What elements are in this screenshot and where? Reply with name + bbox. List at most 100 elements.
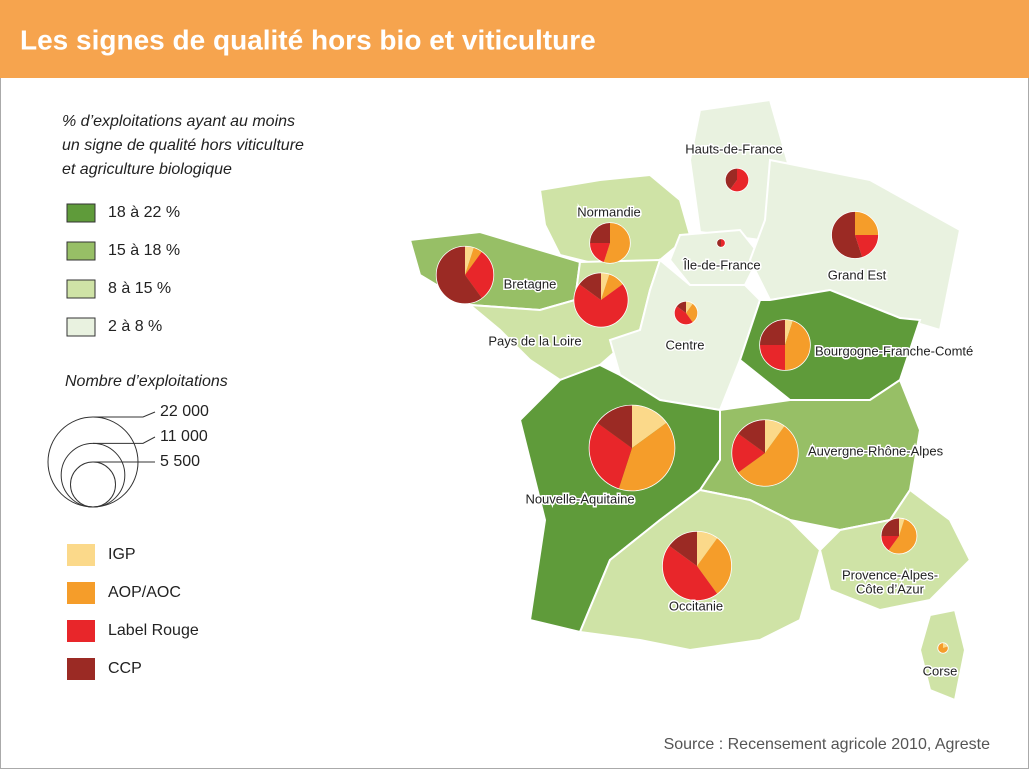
pie-slice [888, 518, 917, 554]
pie-size [716, 238, 726, 248]
size-label: 11 000 [160, 428, 208, 445]
pie-slice [589, 243, 610, 263]
region-label: Pays de la Loire [488, 333, 581, 348]
pie-size [589, 222, 631, 264]
pie-slice [589, 222, 610, 243]
legend-label: 18 à 22 % [108, 204, 180, 221]
pie-slice [731, 433, 765, 473]
legend-label: CCP [108, 660, 142, 677]
legend-label: 8 à 15 % [108, 280, 171, 297]
legend-label: AOP/AOC [108, 584, 181, 601]
legend-swatch [66, 279, 96, 299]
pie-slice [738, 426, 799, 487]
pie-size [759, 319, 811, 371]
size-label: 22 000 [160, 403, 209, 420]
pie-size [937, 642, 949, 654]
region [918, 608, 967, 702]
region-label: Centre [665, 337, 704, 352]
pie-slice [759, 345, 785, 371]
pie-slice [697, 538, 732, 594]
pie-slice [759, 319, 785, 345]
region-label: Côte d’Azur [856, 581, 925, 596]
region-label: Hauts-de-France [685, 141, 783, 156]
pie-slice [632, 405, 667, 448]
pie-slice [436, 246, 482, 304]
pie-slice [669, 531, 697, 566]
region [738, 288, 922, 401]
pie-size [573, 272, 629, 328]
region-label: Auvergne-Rhône-Alpes [808, 443, 944, 458]
legend-swatch [67, 658, 95, 680]
region-label: Grand Est [828, 267, 887, 282]
legend-label: 2 à 8 % [108, 318, 162, 335]
pie-slice [618, 422, 675, 491]
pie-slice [601, 274, 623, 300]
pie-slice [465, 246, 474, 275]
legend-swatch [66, 203, 96, 223]
pie-slice [686, 301, 693, 313]
legend-label: IGP [108, 546, 136, 563]
pie-slice [686, 303, 698, 323]
pie-slice [765, 419, 785, 453]
pie-slice [674, 306, 693, 325]
region-label: Occitanie [669, 598, 723, 613]
pie-slice [697, 531, 718, 566]
pie-slice [738, 419, 765, 453]
pie-slice [721, 238, 726, 248]
pie-slice [603, 222, 631, 264]
pie-slice [855, 235, 879, 258]
region-label: Corse [923, 663, 958, 678]
legend-label: 15 à 18 % [108, 242, 180, 259]
pie-size [731, 419, 799, 487]
pie-slice [716, 238, 721, 248]
pie-slice [589, 422, 632, 489]
pie-slice [597, 405, 632, 448]
pie-slice [676, 301, 686, 313]
legend-label: Label Rouge [108, 622, 199, 639]
pie-slice [601, 272, 610, 300]
pie-slice [730, 168, 749, 192]
size-leader [93, 436, 156, 444]
pie-size [880, 517, 918, 555]
region-label: Normandie [577, 204, 641, 219]
pie-slice [573, 284, 629, 328]
pie-slice [937, 642, 949, 654]
legend-title: et agriculture biologique [62, 161, 232, 178]
pie-slice [662, 545, 718, 601]
pie-size [588, 404, 676, 492]
pie-slice [465, 251, 494, 299]
legend-swatch [67, 620, 95, 642]
size-label: 5 500 [160, 453, 200, 470]
legend-swatch [67, 582, 95, 604]
pie-slice [579, 272, 601, 300]
pie-slice [725, 168, 737, 190]
region-label: Nouvelle-Aquitaine [525, 491, 634, 506]
size-leader [93, 411, 156, 418]
region-label: Provence-Alpes- [842, 567, 938, 582]
legend: % d’exploitations ayant au moins un signe… [47, 113, 304, 680]
pie-size [831, 211, 879, 259]
header [0, 0, 1029, 78]
pie-slice [855, 211, 879, 235]
pie-slice [943, 642, 948, 648]
pie-size [724, 167, 750, 193]
pie-slice [785, 320, 811, 371]
pie-slice [881, 518, 899, 536]
region-label: Bourgogne-Franche-Comté [815, 343, 973, 358]
region-label: Île-de-France [682, 257, 760, 272]
pie-slice [899, 518, 905, 536]
legend-title: un signe de qualité hors viticulture [62, 137, 304, 154]
legend-swatch [67, 544, 95, 566]
pie-slice [785, 319, 793, 345]
map: Hauts-de-France Normandie Île-de-France Gra… [408, 98, 975, 702]
region-label: Bretagne [504, 276, 557, 291]
pie-size [435, 245, 495, 305]
pie-slice [881, 536, 899, 551]
pie-size [662, 531, 732, 601]
legend-swatch [66, 317, 96, 337]
pie-slice [831, 211, 863, 259]
title: Les signes de qualité hors bio et viticu… [20, 24, 596, 55]
legend-swatch [66, 241, 96, 261]
legend-title: Nombre d’exploitations [65, 373, 228, 390]
